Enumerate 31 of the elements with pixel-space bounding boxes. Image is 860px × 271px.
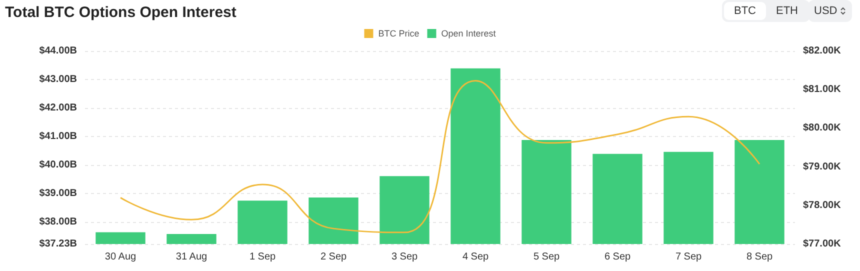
legend-label: BTC Price xyxy=(378,28,420,38)
legend-label: Open Interest xyxy=(441,28,496,38)
y2-tick-label: $77.00K xyxy=(803,238,842,250)
y2-tick-label: $80.00K xyxy=(803,122,842,134)
y-tick-label: $42.00B xyxy=(39,102,77,114)
x-tick-label: 30 Aug xyxy=(104,252,136,262)
text: ETH xyxy=(775,4,799,19)
y2-tick-label: $81.00K xyxy=(803,84,842,96)
x-tick-label: 8 Sep xyxy=(746,252,773,262)
y-tick-label: $41.00B xyxy=(39,131,77,142)
x-tick-label: 31 Aug xyxy=(176,252,208,262)
y2-tick-label: $79.00K xyxy=(803,161,842,172)
y-tick-label: $37.23B xyxy=(39,238,77,250)
y-tick-label: $40.00B xyxy=(39,160,77,171)
y2-tick-label: $78.00K xyxy=(803,200,842,211)
chart-title: Total BTC Options Open Interest xyxy=(5,4,236,21)
x-tick-label: 3 Sep xyxy=(391,252,418,262)
x-tick-label: 7 Sep xyxy=(675,252,702,262)
y-tick-label: $38.00B xyxy=(39,216,77,228)
x-tick-label: 5 Sep xyxy=(533,252,560,262)
text: BTC xyxy=(724,2,766,20)
y2-tick-label: $82.00K xyxy=(803,46,842,56)
x-tick-label: 2 Sep xyxy=(320,252,347,262)
y-tick-label: $44.00B xyxy=(39,46,77,56)
text: USD xyxy=(814,5,838,17)
x-tick-label: 6 Sep xyxy=(604,252,631,262)
line-series xyxy=(120,80,760,234)
x-tick-label: 4 Sep xyxy=(462,252,489,262)
y-tick-label: $43.00B xyxy=(39,74,77,86)
x-tick-label: 1 Sep xyxy=(249,252,276,262)
y-tick-label: $39.00B xyxy=(39,188,77,200)
